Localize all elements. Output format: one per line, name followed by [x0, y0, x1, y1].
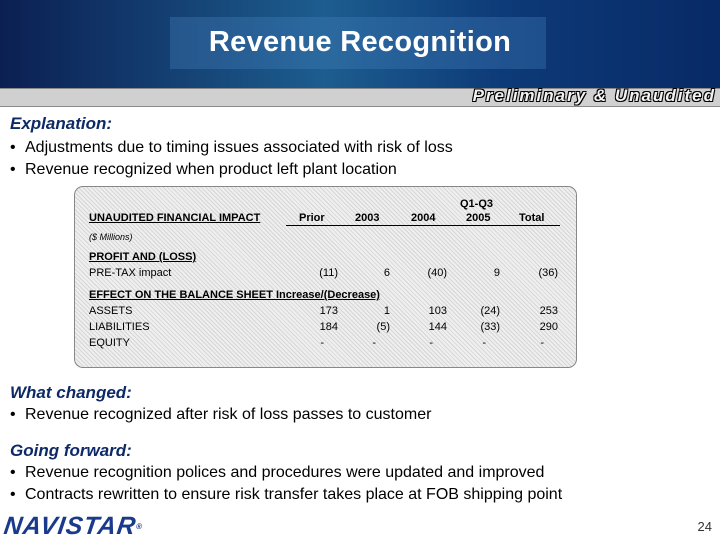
what-changed-bullet: • Revenue recognized after risk of loss p…: [10, 406, 431, 424]
table-cell: 103: [428, 305, 447, 317]
column-header: 2003: [355, 212, 380, 224]
period-label: Q1-Q3: [460, 198, 494, 210]
bullet-text: Revenue recognized when product left pla…: [25, 161, 397, 178]
header-rule: [286, 225, 560, 226]
table-cell: (33): [480, 321, 500, 333]
status-band: [0, 88, 720, 107]
row-label: EQUITY: [89, 337, 130, 349]
page-number: 24: [697, 519, 712, 534]
table-cell: 9: [493, 267, 500, 279]
table-cell: (11): [319, 267, 338, 279]
bullet-text: Revenue recognition polices and procedur…: [25, 464, 545, 481]
section-heading: EFFECT ON THE BALANCE SHEET Increase/(De…: [89, 289, 380, 301]
table-cell: 6: [383, 267, 390, 279]
bullet-text: Revenue recognized after risk of loss pa…: [25, 406, 432, 423]
section-heading: PROFIT AND (LOSS): [89, 251, 197, 263]
preliminary-label: Preliminary & Unaudited: [472, 86, 716, 105]
row-label: ASSETS: [89, 305, 133, 317]
row-label: LIABILITIES: [89, 321, 150, 333]
registered-mark: ®: [135, 522, 144, 531]
financial-impact-panel: [74, 186, 577, 368]
table-cell: -: [540, 337, 544, 349]
table-cell: 253: [539, 305, 558, 317]
title-banner: [0, 0, 720, 88]
bullet-dot: •: [10, 486, 16, 503]
title-highlight: [170, 17, 546, 69]
bullet-dot: •: [10, 406, 16, 423]
bullet-text: Adjustments due to timing issues associa…: [25, 139, 453, 156]
column-header: 2005: [466, 212, 491, 224]
going-forward-heading: Going forward:: [10, 441, 132, 460]
table-cell: (40): [427, 267, 447, 279]
table-cell: (36): [538, 267, 558, 279]
explanation-heading: Explanation:: [10, 114, 113, 133]
column-header: Total: [519, 212, 545, 224]
table-cell: (5): [376, 321, 390, 333]
column-header: Prior: [299, 212, 325, 224]
table-cell: 184: [319, 321, 338, 333]
table-cell: (24): [480, 305, 500, 317]
table-cell: 1: [383, 305, 390, 317]
explanation-bullet: • Adjustments due to timing issues associ…: [10, 139, 453, 157]
page-title: Revenue Recognition: [208, 26, 512, 58]
going-forward-bullet: • Revenue recognition polices and procedu…: [10, 464, 544, 482]
explanation-bullet: • Revenue recognized when product left pl…: [10, 161, 397, 179]
table-cell: -: [482, 337, 486, 349]
table-cell: -: [429, 337, 433, 349]
going-forward-bullet: • Contracts rewritten to ensure risk tran…: [10, 486, 562, 504]
what-changed-heading: What changed:: [10, 383, 132, 402]
table-cell: 173: [319, 305, 338, 317]
bullet-dot: •: [10, 464, 16, 481]
table-cell: -: [320, 337, 324, 349]
logo-text: NAVISTAR: [2, 512, 139, 540]
row-label: PRE-TAX impact: [89, 267, 172, 279]
bullet-text: Contracts rewritten to ensure risk trans…: [25, 486, 563, 503]
table-cell: 144: [428, 321, 447, 333]
table-cell: 290: [539, 321, 558, 333]
table-cell: -: [372, 337, 376, 349]
navistar-logo: NAVISTAR®: [2, 512, 144, 540]
bullet-dot: •: [10, 139, 16, 156]
bullet-dot: •: [10, 161, 16, 178]
table-title: UNAUDITED FINANCIAL IMPACT: [89, 212, 261, 224]
units-label: ($ Millions): [89, 232, 133, 242]
column-header: 2004: [411, 212, 436, 224]
